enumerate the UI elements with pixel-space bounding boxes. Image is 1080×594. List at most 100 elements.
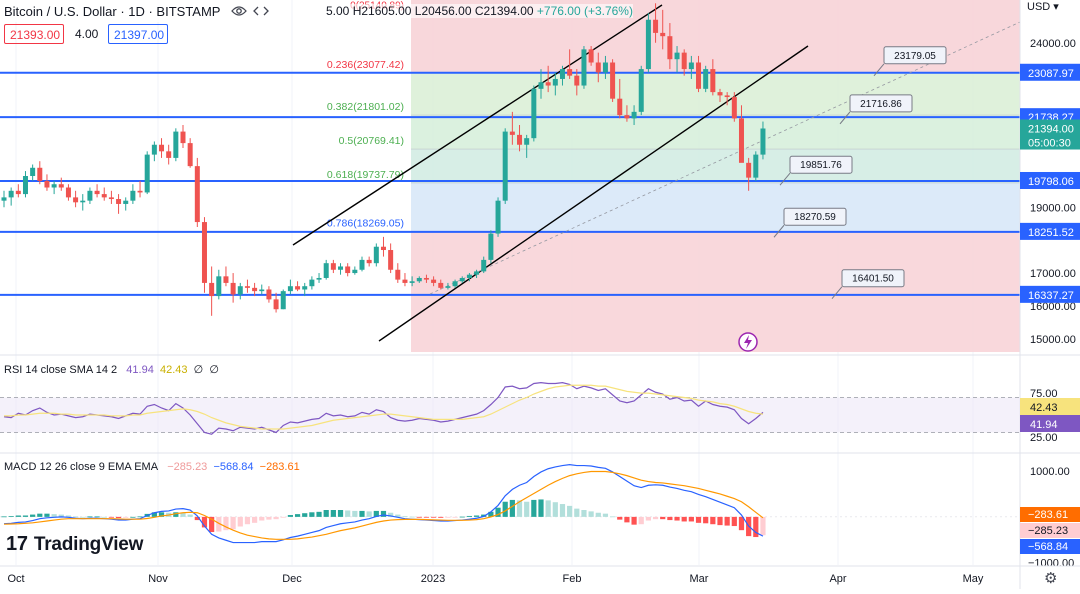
candle-body-14	[101, 194, 107, 198]
candle-body-81	[581, 49, 587, 86]
settings-gear-icon[interactable]: ⚙	[1044, 570, 1058, 587]
candle-body-87	[624, 115, 630, 119]
macd-badge-label: −568.84	[1028, 541, 1068, 553]
macd-hist-bar-39	[280, 516, 286, 518]
currency-selector[interactable]: USD ▾	[1027, 1, 1059, 13]
time-tick-5: Mar	[690, 573, 709, 585]
candle-body-67	[481, 259, 487, 272]
candle-body-70	[502, 131, 508, 201]
macd-hist-bar-91	[652, 516, 659, 520]
candle-body-75	[538, 82, 544, 89]
candle-body-91	[653, 19, 659, 33]
brand-name: TradingView	[33, 533, 144, 555]
price-badge-0	[1020, 63, 1080, 81]
tradingview-logo[interactable]: 17 TradingView	[6, 533, 143, 556]
candle-body-12	[87, 190, 93, 201]
macd-hist-bar-26	[187, 514, 193, 517]
candle-body-76	[545, 82, 551, 86]
candle-body-73	[524, 138, 530, 145]
candle-body-43	[309, 279, 315, 287]
candle-body-59	[423, 277, 429, 280]
macd-hist-bar-29	[209, 516, 215, 532]
macd-hist-badge-label: −285.23	[1028, 525, 1068, 537]
lightning-icon	[738, 332, 758, 352]
last-price-badge	[1020, 119, 1080, 150]
fib-label-2: 0.5(20769.41)	[339, 135, 404, 147]
macd-hist-bar-71	[509, 499, 515, 517]
callout-pointer-2	[779, 172, 791, 186]
code-icon[interactable]	[250, 2, 272, 20]
rsi-band	[0, 397, 1020, 433]
macd-hist-bar-42	[302, 513, 308, 517]
macd-hist-bar-101	[724, 516, 730, 526]
macd-hist-bar-59	[423, 516, 430, 518]
candle-body-38	[273, 299, 279, 310]
callout-label-3: 18270.59	[794, 212, 836, 223]
macd-hist-bar-73	[524, 501, 530, 517]
macd-hist-bar-106	[760, 516, 766, 536]
price-badge-label-2: 19798.06	[1028, 176, 1074, 188]
macd-hist-bar-8	[58, 514, 64, 517]
macd-legend-macd: −568.84	[213, 461, 254, 473]
fib-label-4: 0.786(18269.05)	[327, 217, 404, 229]
candle-body-20	[144, 154, 150, 193]
candle-body-10	[73, 197, 79, 203]
candle-body-23	[166, 151, 172, 158]
macd-hist-bar-28	[201, 516, 208, 528]
macd-hist-bar-50	[359, 510, 365, 517]
candle-body-90	[645, 19, 651, 70]
macd-hist-bar-24	[173, 512, 179, 517]
candle-body-52	[373, 246, 379, 264]
candle-body-28	[201, 222, 207, 283]
candle-body-29	[209, 282, 215, 297]
macd-hist-bar-77	[552, 502, 558, 517]
price-badge-2	[1020, 171, 1080, 189]
candle-body-83	[595, 62, 601, 73]
macd-legend-title: MACD 12 26 close 9 EMA EMA	[4, 461, 159, 473]
callout-box-2	[789, 155, 853, 174]
candle-body-103	[738, 118, 744, 163]
candle-body-72	[517, 134, 523, 145]
ohlc-high: H21605.00	[352, 4, 412, 18]
candle-body-22	[159, 144, 165, 152]
candle-body-1	[8, 190, 14, 198]
macd-hist-bar-70	[502, 501, 508, 517]
candle-body-21	[151, 144, 157, 155]
candle-body-66	[474, 271, 480, 275]
macd-hist-bar-44	[316, 511, 322, 517]
candle-body-19	[137, 190, 143, 193]
candle-body-36	[259, 289, 265, 292]
candle-body-39	[280, 291, 286, 310]
symbol-title[interactable]: Bitcoin / U.S. Dollar · 1D · BITSTAMP	[4, 3, 221, 19]
bid-price-box[interactable]: 21393.00	[4, 24, 64, 44]
fib-zone-4	[411, 182, 1020, 232]
time-tick-7: May	[963, 573, 984, 585]
price-badge-3	[1020, 222, 1080, 240]
macd-hist-badge	[1020, 523, 1080, 538]
candle-body-5	[37, 167, 43, 181]
candle-body-60	[431, 279, 437, 283]
candle-body-64	[459, 277, 465, 282]
candle-body-56	[402, 279, 408, 283]
channel-lower-line	[378, 45, 809, 342]
macd-hist-bar-33	[237, 516, 243, 527]
macd-hist-bar-18	[130, 516, 136, 518]
macd-hist-bar-53	[380, 510, 387, 517]
ask-price-box[interactable]: 21397.00	[108, 24, 168, 44]
candle-body-82	[588, 49, 594, 63]
macd-hist-bar-52	[373, 510, 379, 517]
callout-label-1: 21716.86	[860, 99, 902, 110]
eye-icon[interactable]	[228, 2, 250, 20]
candle-body-37	[266, 289, 272, 300]
candle-body-79	[567, 69, 573, 76]
fib-label-0: 0.236(23077.42)	[327, 59, 404, 71]
candle-body-62	[445, 286, 451, 288]
candle-body-40	[287, 286, 293, 292]
macd-hist-bar-15	[108, 516, 114, 518]
candle-body-89	[638, 69, 644, 112]
callout-pointer-3	[773, 224, 785, 238]
candle-body-92	[660, 32, 666, 37]
callout-box-0	[883, 46, 947, 65]
